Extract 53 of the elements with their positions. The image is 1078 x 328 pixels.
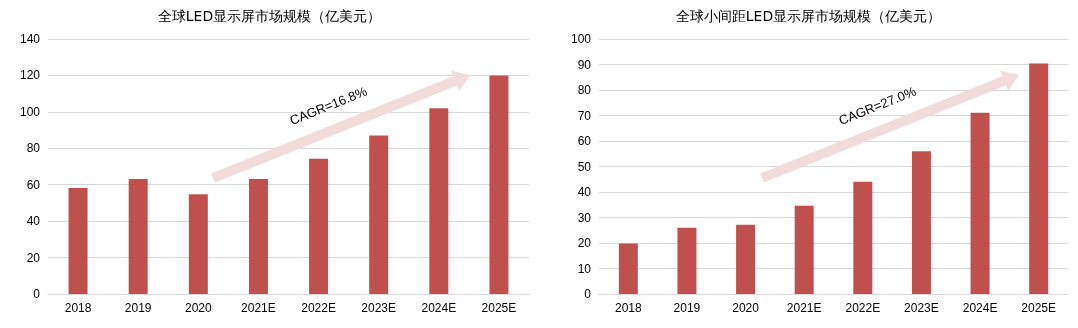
bar xyxy=(429,108,449,294)
y-tick-label: 20 xyxy=(26,250,41,265)
y-tick-label: 10 xyxy=(577,261,592,276)
bar xyxy=(1029,63,1049,294)
y-tick-label: 100 xyxy=(570,32,592,46)
bar xyxy=(794,205,814,294)
bar xyxy=(369,135,389,294)
bar xyxy=(677,227,697,294)
chart-title: 全球小间距LED显示屏市场规模（亿美元） xyxy=(675,8,942,24)
x-tick-label: 2023E xyxy=(904,301,939,315)
x-tick-label: 2019 xyxy=(124,301,152,315)
x-tick-label: 2024E xyxy=(421,301,457,315)
y-tick-label: 90 xyxy=(577,57,592,72)
y-tick-label: 0 xyxy=(584,287,592,301)
x-tick-label: 2021E xyxy=(786,301,822,315)
y-tick-label: 30 xyxy=(577,210,592,225)
x-tick-label: 2025E xyxy=(1021,301,1057,315)
x-tick-label: 2025E xyxy=(481,301,517,315)
x-tick-label: 2023E xyxy=(361,301,397,315)
y-tick-label: 60 xyxy=(577,134,592,148)
bar xyxy=(248,178,268,294)
x-tick-label: 2022E xyxy=(845,301,881,315)
y-tick-label: 40 xyxy=(577,185,592,199)
y-tick-label: 0 xyxy=(33,287,41,301)
y-tick-label: 80 xyxy=(577,83,592,97)
chart-title: 全球LED显示屏市场规模（亿美元） xyxy=(157,8,382,24)
x-tick-label: 2024E xyxy=(962,301,998,315)
y-tick-label: 50 xyxy=(577,159,592,174)
x-tick-label: 2020 xyxy=(184,301,212,315)
y-tick-label: 100 xyxy=(19,104,41,119)
x-tick-label: 2020 xyxy=(732,301,760,315)
bar xyxy=(128,178,148,294)
bar xyxy=(68,187,88,294)
bar xyxy=(736,224,756,294)
x-tick-label: 2021E xyxy=(241,301,276,315)
bar xyxy=(618,243,638,294)
y-tick-label: 140 xyxy=(19,32,41,46)
y-tick-label: 120 xyxy=(19,68,41,83)
x-tick-label: 2022E xyxy=(301,301,336,315)
x-tick-label: 2018 xyxy=(614,301,642,315)
y-tick-label: 40 xyxy=(26,214,41,229)
y-tick-label: 80 xyxy=(26,141,41,156)
x-tick-label: 2019 xyxy=(673,301,701,315)
y-tick-label: 70 xyxy=(577,108,592,123)
bar xyxy=(489,75,509,294)
y-tick-label: 60 xyxy=(26,177,41,192)
bar xyxy=(911,151,931,294)
x-tick-label: 2018 xyxy=(64,301,92,315)
bar xyxy=(853,181,873,294)
y-tick-label: 20 xyxy=(577,236,592,250)
bar xyxy=(309,158,329,294)
bar xyxy=(970,112,990,294)
bar xyxy=(188,194,208,294)
